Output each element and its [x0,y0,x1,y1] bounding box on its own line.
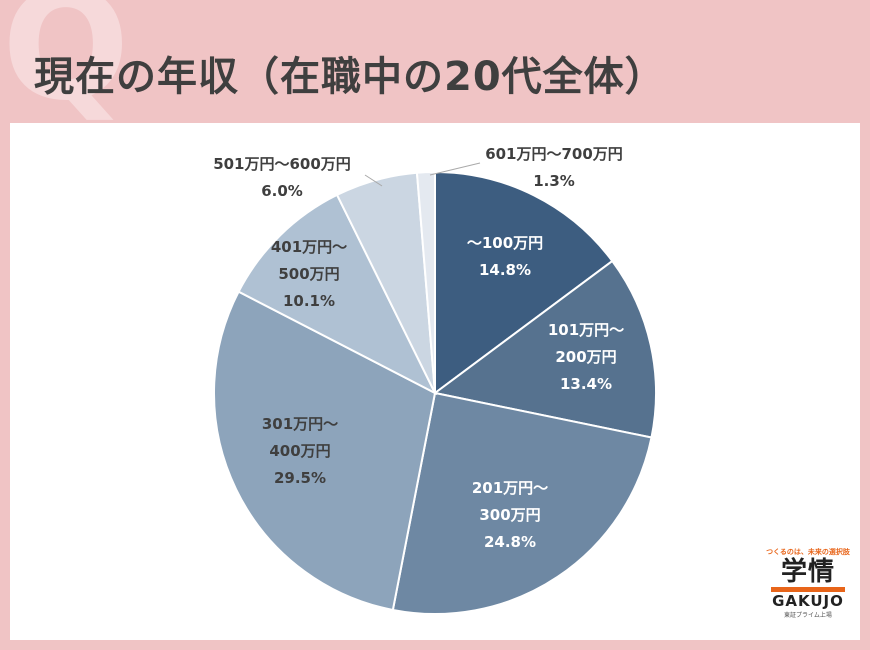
slice-category: 401万円～ [271,238,347,256]
pie-chart: ～100万円 14.8% 101万円～ 200万円 13.4% 201万円～ 300万円 24… [213,145,657,615]
slice-category: ～100万円 [467,234,543,252]
leader-line-7 [429,162,481,176]
slice-label-4: 301万円～ 400万円 29.5% [262,415,338,487]
slice-percent: 24.8% [484,533,536,551]
pie-slice-4 [213,290,437,612]
slice-category: 201万円～ [472,479,548,497]
slice-percent: 14.8% [479,261,531,279]
chart-card: ～100万円 14.8% 101万円～ 200万円 13.4% 201万円～ 300万円 24… [10,123,860,640]
pie-slice-5 [237,193,438,396]
slice-label-7: 601万円～700万円 1.3% [485,145,623,190]
gakujo-logo: つくるのは、未来の選択肢 学情 GAKUJO 東証プライム上場 [763,547,853,619]
logo-tagline: つくるのは、未来の選択肢 [766,548,850,556]
slice-category: 200万円 [555,348,616,366]
slice-label-2: 101万円～ 200万円 13.4% [548,321,624,393]
slice-category: 101万円～ [548,321,624,339]
leader-line-6 [364,174,383,187]
slice-label-3: 201万円～ 300万円 24.8% [472,479,548,551]
slice-label-6: 501万円～600万円 6.0% [213,155,351,200]
page-title: 現在の年収（在職中の20代全体） [34,54,666,100]
slice-category: 301万円～ [262,415,338,433]
slice-label-5: 401万円～ 500万円 10.1% [271,238,347,310]
pie-slice-2 [432,259,657,439]
pie-slice-3 [391,391,653,615]
background-q-mark: Q [2,0,130,134]
slice-category: 601万円～700万円 [485,145,623,163]
slice-category: 400万円 [269,442,330,460]
slice-percent: 29.5% [274,469,326,487]
pie-slice-1 [434,170,614,395]
slice-percent: 6.0% [261,182,303,200]
logo-subline: 東証プライム上場 [784,612,832,619]
slice-label-1: ～100万円 14.8% [467,234,543,279]
slice-percent: 13.4% [560,375,612,393]
slice-percent: 1.3% [533,172,575,190]
logo-bar [771,587,845,592]
slice-category: 500万円 [278,265,339,283]
logo-mark: 学情 [780,557,835,587]
logo-name: GAKUJO [772,592,844,610]
slice-percent: 10.1% [283,292,335,310]
slice-category: 300万円 [479,506,540,524]
slice-category: 501万円～600万円 [213,155,351,173]
pie-slice-7 [415,170,436,394]
